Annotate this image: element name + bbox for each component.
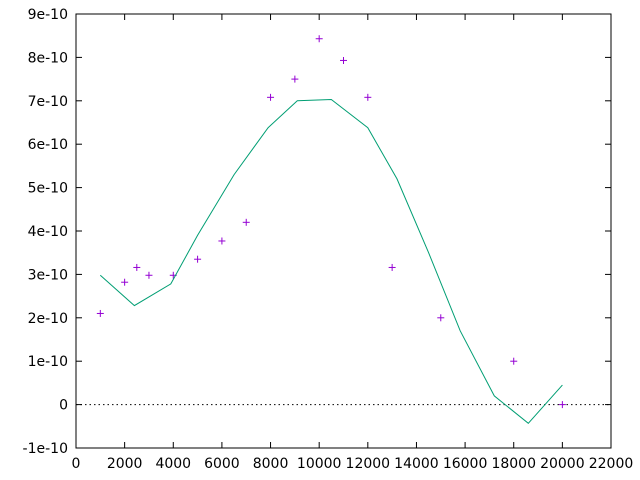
x-tick-label: 14000 (394, 456, 439, 472)
x-tick-label: 6000 (204, 456, 240, 472)
data-point (364, 93, 372, 101)
x-tick-label: 22000 (589, 456, 634, 472)
y-tick-label: -1e-10 (23, 441, 68, 457)
data-point (133, 263, 141, 271)
x-tick-label: 4000 (155, 456, 191, 472)
y-tick-label: 5e-10 (28, 181, 68, 197)
data-point (340, 56, 347, 64)
data-point (194, 255, 202, 263)
data-point (121, 278, 129, 286)
x-tick-label: 18000 (491, 456, 536, 472)
data-point (145, 271, 153, 279)
data-point (315, 35, 323, 43)
data-point (388, 263, 396, 271)
data-point (291, 75, 299, 83)
fit-line (99, 98, 563, 424)
y-tick-label: 9e-10 (28, 7, 68, 23)
y-tick-label: 3e-10 (28, 267, 68, 283)
y-tick-label: 6e-10 (28, 137, 68, 153)
y-tick-label: 8e-10 (28, 50, 68, 66)
y-tick-label: 0 (59, 398, 68, 414)
data-point (96, 309, 104, 317)
x-tick-label: 16000 (443, 456, 488, 472)
x-tick-label: 2000 (107, 456, 143, 472)
x-axis: 0 2000 4000 6000 8000 10000 12000 14000 16000 180… (72, 14, 634, 472)
y-axis: -1e-10 0 1e-10 2e-10 3e-10 4e-10 5e-10 6e-10 7e-… (23, 7, 611, 457)
y-tick-label: 2e-10 (28, 311, 68, 327)
data-point (510, 357, 518, 365)
y-tick-label: 1e-10 (28, 354, 68, 370)
x-tick-label: 0 (72, 456, 81, 472)
x-tick-label: 20000 (540, 456, 585, 472)
x-tick-label: 12000 (346, 456, 391, 472)
x-tick-label: 10000 (297, 456, 342, 472)
y-tick-label: 7e-10 (28, 94, 68, 110)
data-point (218, 237, 226, 245)
series-layer (96, 35, 566, 424)
x-tick-label: 8000 (253, 456, 289, 472)
data-point (242, 218, 250, 226)
y-tick-label: 4e-10 (28, 224, 68, 240)
data-point (267, 93, 275, 101)
data-point (437, 314, 445, 322)
data-point (558, 401, 566, 409)
